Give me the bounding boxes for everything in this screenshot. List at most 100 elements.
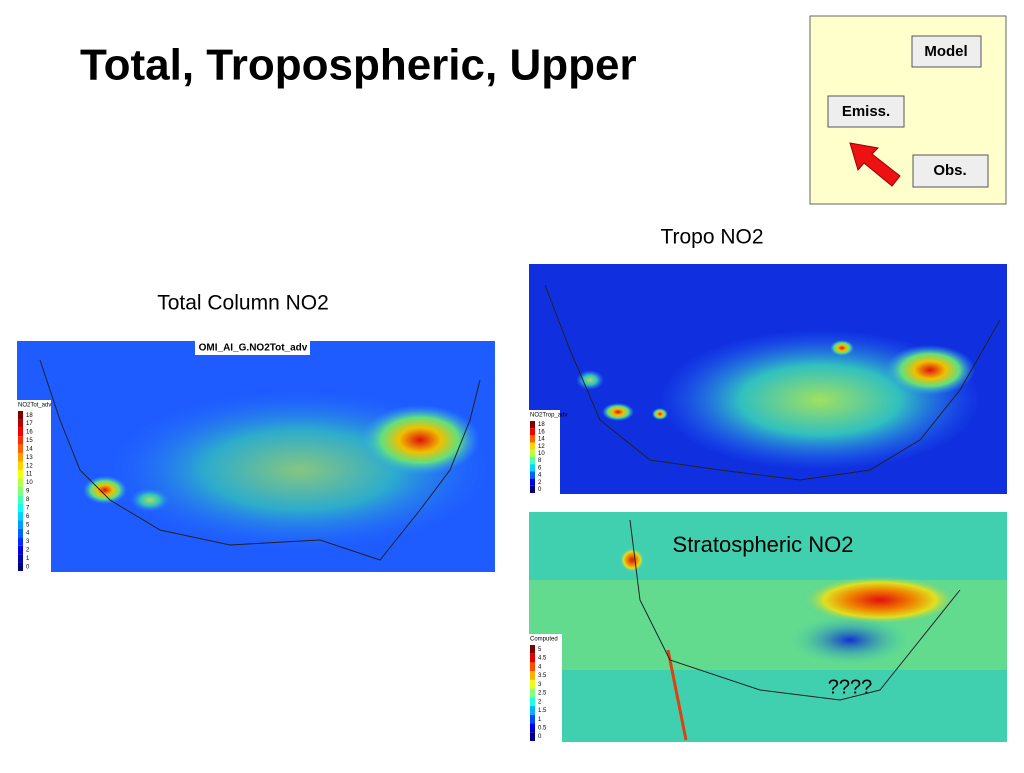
colorbar-swatch [18,478,23,487]
colorbar-tick-label: 4.5 [538,656,547,662]
colorbar-swatch [18,411,23,420]
colorbar-tick-label: 18 [538,422,545,428]
colorbar-tick-label: 6 [26,514,30,520]
colorbar-tick-label: 16 [538,429,545,435]
colorbar-tick-label: 8 [538,458,542,464]
colorbar-tick-label: 1 [538,717,542,723]
colorbar-swatch [530,464,535,472]
map [529,264,1007,494]
colorbar-swatch [530,471,535,479]
colorbar-swatch [18,554,23,563]
colorbar-tick-label: 4 [26,531,30,537]
panel-label: Stratospheric NO2 [673,532,854,557]
colorbar-tick-label: 7 [26,505,30,511]
colorbar-tick-label: 3 [26,539,30,545]
colorbar-tick-label: 12 [26,463,33,469]
colorbar-title: NO2Tot_adv [18,403,51,409]
annotation: ???? [828,676,873,698]
colorbar-tick-label: 0 [538,487,542,493]
colorbar-swatch [18,520,23,529]
colorbar-tick-label: 14 [26,446,33,452]
diagram-box [911,35,982,68]
colorbar-tick-label: 1 [26,556,30,562]
colorbar-swatch [530,723,535,733]
colorbar-swatch [18,528,23,538]
colorbar-tick-label: 14 [538,437,545,443]
colorbar-swatch [530,421,535,429]
panel-label: Total Column NO2 [157,292,329,315]
colorbar-tick-label: 0 [538,734,542,740]
colorbar-tick-label: 5 [538,647,542,653]
colorbar-swatch [530,671,535,680]
colorbar-tick-label: 2 [538,480,542,486]
colorbar-tick-label: 11 [26,472,33,478]
diagram-box [827,95,905,128]
colorbar-swatch [18,512,23,521]
colorbar-swatch [18,545,23,555]
colorbar-swatch [18,469,23,479]
colorbar-swatch [18,427,23,437]
colorbar-swatch [18,495,23,504]
colorbar-swatch [18,537,23,546]
colorbar-tick-label: 8 [26,497,30,503]
colorbar-tick-label: 6 [538,465,542,471]
colorbar-swatch [18,503,23,513]
colorbar-swatch [18,486,23,496]
panel-label: Tropo NO2 [660,226,763,249]
map [529,512,1007,742]
colorbar-tick-label: 5 [26,522,30,528]
diagram-box [912,154,989,188]
colorbar-swatch [530,679,535,689]
colorbar-swatch [530,449,535,457]
colorbar-swatch [18,562,23,571]
colorbar-tick-label: 15 [26,438,33,444]
slide-title: Total, Tropospheric, Upper [80,41,637,90]
colorbar-tick-label: 3 [538,682,542,688]
colorbar-tick-label: 17 [26,421,33,427]
colorbar-swatch [18,461,23,470]
colorbar-swatch [530,457,535,465]
diagram-label: Emiss. [842,103,890,120]
colorbar-swatch [530,732,535,741]
map-title: OMI_AI_G.NO2Tot_adv [199,343,308,354]
colorbar-tick-label: 13 [26,455,33,461]
colorbar-tick-label: 16 [26,430,33,436]
colorbar-tick-label: 2.5 [538,691,547,697]
colorbar-tick-label: 4 [538,473,542,479]
colorbar-tick-label: 10 [538,451,545,457]
diagram-label: Model [924,43,967,60]
colorbar-swatch [530,697,535,707]
colorbar-swatch [530,706,535,715]
colorbar-tick-label: 1.5 [538,708,547,714]
diagram-label: Obs. [933,162,966,179]
colorbar-swatch [530,478,535,486]
colorbar-tick-label: 10 [26,480,33,486]
colorbar-tick-label: 12 [538,444,545,450]
colorbar-swatch [18,419,23,428]
colorbar-swatch [530,442,535,450]
label-backdrop [645,530,883,562]
colorbar-swatch [530,653,535,663]
colorbar-tick-label: 2 [26,548,30,554]
colorbar-tick-label: 0.5 [538,725,547,731]
colorbar-tick-label: 2 [538,699,542,705]
colorbar-swatch [530,688,535,698]
colorbar-title: NO2Trop_adv [530,413,567,419]
colorbar-tick-label: 18 [26,413,33,419]
colorbar-tick-label: 0 [26,564,30,570]
colorbar-swatch [530,645,535,654]
colorbar-swatch [530,662,535,672]
colorbar-swatch [530,435,535,443]
colorbar-swatch [18,444,23,454]
colorbar-swatch [530,714,535,724]
colorbar-tick-label: 4 [538,664,542,670]
colorbar-tick-label: 9 [26,489,30,495]
colorbar-swatch [530,485,535,493]
arrow [849,142,901,187]
map: OMI_AI_G.NO2Tot_adv [17,341,495,572]
colorbar-tick-label: 3.5 [538,673,547,679]
colorbar-swatch [18,436,23,445]
colorbar-title: Computed [530,637,558,643]
colorbar-swatch [530,428,535,436]
